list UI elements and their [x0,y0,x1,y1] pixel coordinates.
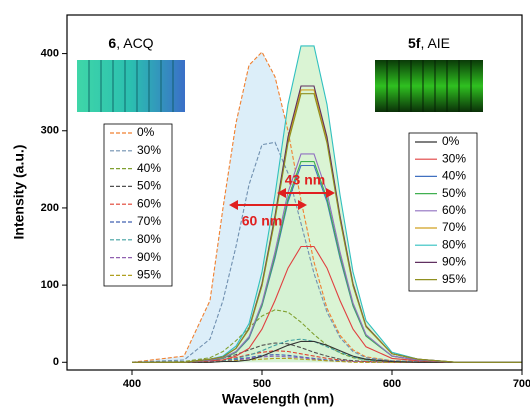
legend-box-acq [103,123,173,287]
legend-label: 95% [442,272,466,286]
y-tick-label: 100 [41,279,59,291]
legend-label: 0% [442,134,460,148]
photo-aie [375,60,483,112]
annotation: 60 nm [242,213,282,229]
legend-label: 60% [442,203,466,217]
legend-label: 90% [442,255,466,269]
series-line [132,340,522,363]
series-line [132,45,522,363]
legend-label: 40% [137,161,161,175]
series-line [131,309,522,363]
area-fill [132,52,522,363]
y-tick-label: 0 [53,356,59,368]
x-axis-title: Wavelength (nm) [222,391,334,407]
series-line [132,93,522,363]
panel-id: 5f [408,35,421,51]
y-tick-label: 400 [41,47,59,59]
legend-label: 95% [137,268,161,282]
y-tick-label: 300 [41,125,59,137]
legend-label: 60% [137,196,161,210]
legend-label: 0% [137,125,155,139]
legend-label: 50% [442,186,466,200]
x-tick-label: 500 [253,378,271,390]
panel-label: 5f, AIE [408,35,450,51]
x-tick-label: 600 [383,378,401,390]
legend-label: 30% [442,151,466,165]
legend-label: 30% [137,143,161,157]
legend-label: 80% [442,237,466,251]
legend-label: 80% [137,232,161,246]
series-line [131,141,522,363]
legend-label: 50% [137,179,161,193]
legend-label: 70% [137,214,161,228]
arrows [229,188,335,210]
lines [131,45,522,363]
series-line [132,245,522,363]
panel-text: , AIE [420,35,450,51]
legend-label: 70% [442,220,466,234]
photo-acq [77,60,185,112]
panel-text: , ACQ [116,35,153,51]
y-tick-label: 200 [41,202,59,214]
legend-label: 40% [442,169,466,183]
y-axis-title: Intensity (a.u.) [11,145,27,240]
panel-id: 6 [108,35,116,51]
legend-label: 90% [137,250,161,264]
annotation: 43 nm [285,172,325,188]
x-tick-label: 400 [123,378,141,390]
x-tick-label: 700 [513,378,530,390]
panel-label: 6, ACQ [108,35,153,51]
series-line [132,153,522,363]
plot-frame [66,14,523,371]
